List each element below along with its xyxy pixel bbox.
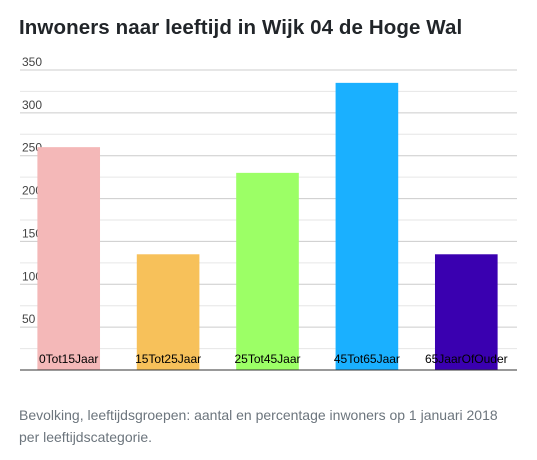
y-tick-label: 50 — [22, 312, 36, 326]
y-tick-label: 250 — [22, 141, 42, 155]
x-tick-label: 25Tot45Jaar — [234, 352, 300, 366]
bars — [37, 82, 498, 370]
y-tick-labels: 50 100 150 200 250 300 350 — [22, 55, 42, 326]
x-tick-labels: 0Tot15Jaar 15Tot25Jaar 25Tot45Jaar 45Tot65J… — [39, 352, 508, 366]
bar-25Tot45Jaar — [236, 172, 299, 370]
y-tick-label: 300 — [22, 98, 42, 112]
y-tick-label: 350 — [22, 55, 42, 69]
y-tick-label: 200 — [22, 184, 42, 198]
bar-65JaarOfOuder — [434, 254, 498, 370]
chart-caption: Bevolking, leeftijdsgroepen: aantal en p… — [19, 407, 498, 445]
bar-chart: 50 100 150 200 250 300 350 0Tot15Jaar 15Tot25Ja… — [20, 55, 517, 371]
x-tick-label: 0Tot15Jaar — [39, 352, 98, 366]
x-tick-label: 15Tot25Jaar — [135, 352, 201, 366]
bar-15Tot25Jaar — [136, 254, 200, 370]
y-tick-label: 150 — [22, 226, 42, 240]
y-tick-label: 100 — [22, 269, 42, 283]
x-tick-label: 45Tot65Jaar — [334, 352, 400, 366]
x-tick-label: 65JaarOfOuder — [425, 352, 508, 366]
bar-0Tot15Jaar — [37, 147, 101, 370]
chart-title: Inwoners naar leeftijd in Wijk 04 de Hog… — [19, 16, 463, 39]
bar-45Tot65Jaar — [335, 82, 399, 370]
